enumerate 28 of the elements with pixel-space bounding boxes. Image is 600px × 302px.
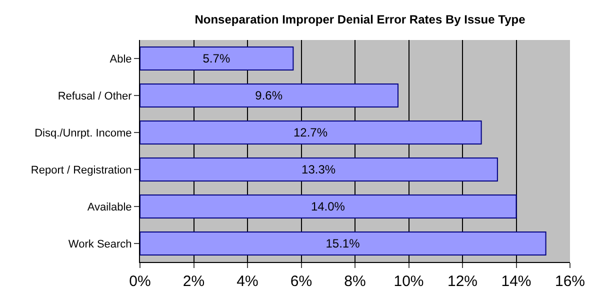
y-tick-label: Work Search [68, 238, 132, 250]
x-tick-label: 14% [501, 273, 532, 290]
y-tick-label: Disq./Unrpt. Income [34, 127, 132, 140]
data-label: 14.0% [310, 200, 346, 214]
x-tick-label: 4% [236, 273, 258, 290]
y-tick-label: Able [110, 53, 132, 66]
bar [140, 158, 498, 182]
x-tick-label: 10% [394, 273, 424, 290]
data-label: 15.1% [326, 236, 360, 250]
data-label: 5.7% [202, 52, 230, 66]
bar [140, 46, 294, 70]
x-tick-label: 8% [344, 273, 366, 290]
bar [140, 232, 546, 256]
y-tick-label: Report / Registration [30, 164, 132, 176]
chart-title: Nonseparation Improper Denial Error Rates By Issue Type [194, 12, 526, 26]
y-tick-label: Refusal / Other [58, 90, 132, 102]
data-label: 13.3% [302, 162, 336, 176]
bar [140, 120, 482, 144]
data-label: 9.6% [255, 88, 283, 102]
y-tick-label: Available [87, 201, 132, 214]
x-tick-label: 2% [182, 273, 205, 290]
x-tick-label: 16% [554, 273, 586, 290]
x-tick-label: 0% [129, 273, 151, 290]
x-tick-label: 12% [447, 273, 478, 290]
x-tick-label: 6% [290, 273, 312, 290]
data-label: 12.7% [293, 126, 328, 140]
bar [140, 84, 398, 108]
bar [140, 194, 517, 218]
